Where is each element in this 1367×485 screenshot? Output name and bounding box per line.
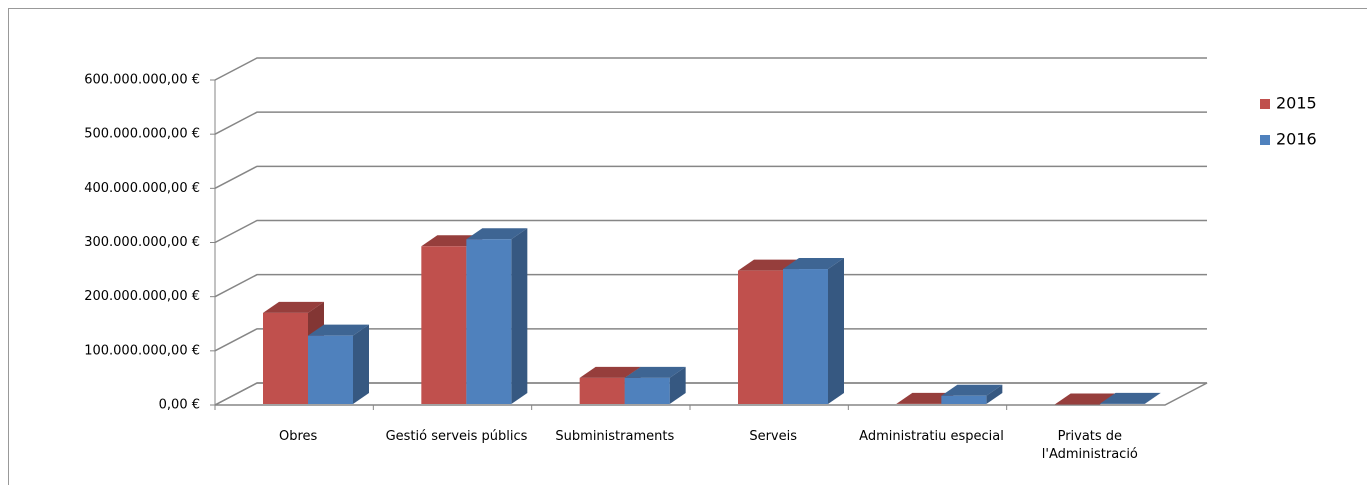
y-tick-label: 0,00 € — [159, 398, 200, 413]
bar-top — [1054, 393, 1116, 405]
x-tick-label: Gestió serveis públics — [385, 429, 528, 444]
bar-front — [783, 269, 828, 404]
y-tick-label: 100.000.000,00 € — [84, 343, 200, 358]
grid-line — [214, 328, 1207, 352]
x-tick-label: Administratiu especial — [859, 429, 1004, 444]
bar-side — [669, 366, 686, 404]
grid-line — [214, 57, 1207, 81]
bar-top — [308, 324, 369, 336]
bar-top — [738, 259, 799, 271]
bar-top — [263, 301, 324, 313]
bar-side — [353, 324, 369, 404]
legend-label: 2015 — [1276, 94, 1317, 113]
bar — [783, 258, 844, 404]
y-tick-label: 300.000.000,00 € — [84, 235, 200, 250]
grid-line — [214, 273, 1207, 298]
x-tick-label: Serveis — [749, 429, 797, 444]
grid-line — [214, 165, 1207, 189]
grid-line — [214, 111, 1207, 135]
bar-top — [1099, 392, 1161, 404]
bar-top — [624, 366, 686, 378]
legend-label: 2016 — [1276, 130, 1317, 149]
y-tick-label: 400.000.000,00 € — [84, 181, 200, 196]
bar — [1099, 392, 1161, 404]
bar — [624, 366, 686, 404]
bar-side — [828, 258, 844, 404]
bar-side — [511, 228, 528, 404]
bar-front — [624, 377, 670, 404]
grid-line — [214, 382, 1207, 406]
legend-swatch — [1260, 99, 1270, 109]
x-tick-label: Subministraments — [555, 429, 675, 444]
bar-front — [308, 335, 353, 404]
bar-top — [579, 366, 641, 378]
bar-top — [783, 258, 844, 270]
bar-front — [738, 270, 783, 404]
bar-top — [941, 384, 1003, 396]
grid-line — [214, 219, 1207, 244]
x-tick-label: Privats de l'Administració — [1041, 429, 1138, 462]
bar-front — [579, 377, 625, 404]
legend-swatch — [1260, 135, 1270, 145]
bar-side — [1144, 392, 1161, 404]
bar — [308, 324, 369, 404]
bar — [941, 384, 1003, 404]
bar-front — [466, 239, 512, 404]
bar-front — [941, 395, 987, 404]
y-tick-label: 200.000.000,00 € — [84, 289, 200, 304]
y-tick-label: 500.000.000,00 € — [84, 127, 200, 142]
bar — [466, 228, 528, 404]
chart-frame — [8, 8, 1367, 485]
x-tick-label: Obres — [278, 429, 318, 444]
y-tick-label: 600.000.000,00 € — [84, 73, 200, 88]
bar-side — [986, 384, 1003, 404]
bar-front — [421, 246, 467, 404]
bar-top — [466, 228, 528, 240]
bar-front — [263, 312, 308, 404]
